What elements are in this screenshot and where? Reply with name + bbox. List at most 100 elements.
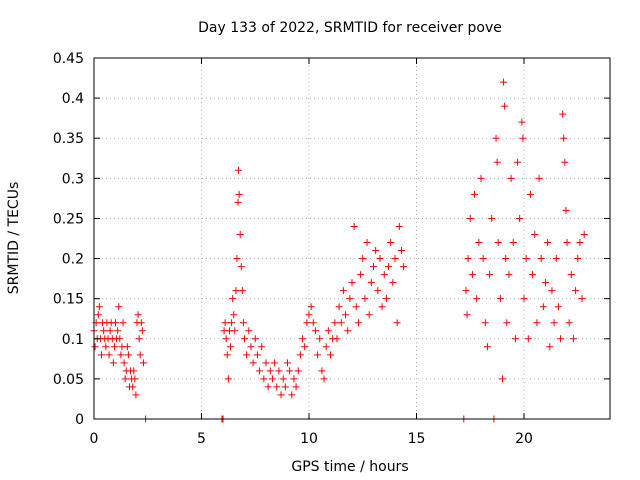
data-point (228, 319, 236, 327)
data-point (290, 375, 298, 383)
data-point (557, 335, 565, 343)
data-point (95, 303, 103, 311)
data-point (318, 367, 326, 375)
data-point (231, 327, 239, 335)
data-point (378, 303, 386, 311)
data-point (352, 303, 360, 311)
data-point (262, 359, 270, 367)
data-point (91, 343, 99, 351)
data-point (483, 343, 491, 351)
y-tick-label: 0.25 (53, 211, 84, 227)
data-point (119, 319, 127, 327)
data-point (548, 287, 556, 295)
data-point (526, 190, 534, 198)
data-point (464, 255, 472, 263)
data-point (233, 255, 241, 263)
data-point (567, 271, 575, 279)
y-tick-label: 0.15 (53, 292, 84, 308)
data-point (546, 343, 554, 351)
data-point (481, 319, 489, 327)
data-point (245, 327, 253, 335)
data-point (509, 239, 517, 247)
data-point (492, 134, 500, 142)
data-point (367, 279, 375, 287)
y-tick-label: 0.45 (53, 51, 84, 67)
data-point (473, 295, 481, 303)
data-point (260, 375, 268, 383)
data-point (249, 359, 257, 367)
data-point (112, 319, 119, 327)
data-point (138, 327, 146, 335)
data-point (258, 343, 266, 351)
data-point (387, 239, 395, 247)
data-point (100, 327, 108, 335)
y-tick-label: 0.2 (62, 252, 84, 268)
x-tick-label: 15 (408, 431, 426, 447)
data-point (305, 311, 313, 319)
data-point (299, 335, 307, 343)
data-point (519, 134, 527, 142)
data-point (223, 351, 231, 359)
data-point (307, 303, 315, 311)
data-point (324, 327, 332, 335)
chart-title: Day 133 of 2022, SRMTID for receiver pov… (198, 20, 502, 36)
data-point (471, 190, 479, 198)
data-point (477, 174, 485, 182)
data-point (505, 271, 513, 279)
data-point (230, 311, 238, 319)
data-point (499, 375, 506, 383)
data-point (114, 327, 122, 335)
data-point (243, 351, 251, 359)
data-point (520, 295, 528, 303)
data-point (222, 335, 230, 343)
data-point (102, 343, 110, 351)
data-point (354, 319, 362, 327)
data-point (562, 206, 570, 214)
data-point (286, 367, 294, 375)
data-point (346, 295, 354, 303)
x-tick-label: 10 (300, 431, 318, 447)
data-point (234, 198, 242, 206)
data-point (533, 319, 541, 327)
data-point (139, 359, 147, 367)
data-point (488, 214, 496, 222)
data-point (116, 335, 124, 343)
data-point (576, 239, 584, 247)
data-point (385, 263, 393, 271)
data-point (496, 295, 504, 303)
data-point (129, 383, 137, 391)
data-point (380, 271, 388, 279)
y-axis-label: SRMTID / TECUs (6, 182, 22, 295)
data-point (524, 335, 532, 343)
data-point (507, 174, 515, 182)
data-point (537, 255, 545, 263)
data-point (120, 359, 128, 367)
data-point (462, 287, 470, 295)
data-point (273, 383, 281, 391)
data-point (337, 319, 345, 327)
data-point (479, 255, 487, 263)
data-point (359, 255, 367, 263)
data-point (136, 351, 144, 359)
data-point (98, 351, 106, 359)
data-point (344, 327, 352, 335)
data-point (235, 190, 243, 198)
data-point (227, 343, 235, 351)
y-tick-label: 0.3 (62, 171, 84, 187)
data-point (357, 271, 365, 279)
data-point (463, 311, 471, 319)
data-point (309, 319, 317, 327)
axis-ticks: 0 5 10 15 20 0 0.05 0.1 0.15 0.2 0.25 0.3 0.35 0.4 0.4… (53, 51, 610, 447)
data-point (552, 255, 560, 263)
data-point (572, 287, 580, 295)
y-tick-label: 0.4 (62, 91, 84, 107)
data-point (503, 319, 511, 327)
data-point (511, 335, 519, 343)
data-point (580, 230, 588, 238)
data-point (281, 383, 289, 391)
data-point (486, 271, 494, 279)
data-point (137, 319, 145, 327)
data-point (393, 319, 401, 327)
data-point (224, 375, 232, 383)
